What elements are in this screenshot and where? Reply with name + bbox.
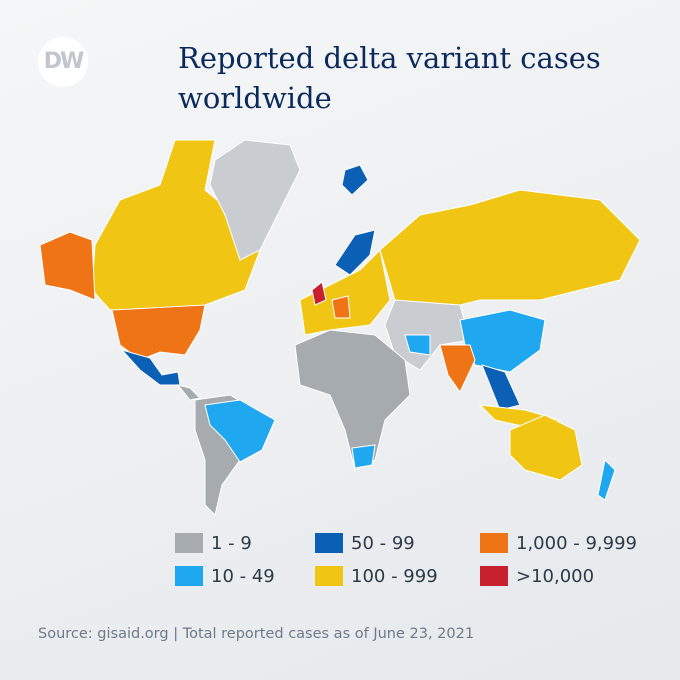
legend-item: 10 - 49 (175, 566, 275, 588)
region (379, 189, 641, 316)
title: Reported delta variant cases worldwide (178, 41, 601, 115)
legend-swatch (175, 566, 203, 586)
legend-label: 1 - 9 (211, 533, 252, 554)
legend-item: >10,000 (480, 566, 594, 588)
legend-label: 1,000 - 9,999 (516, 533, 637, 554)
region (439, 344, 476, 393)
legend-item: 50 - 99 (315, 533, 415, 555)
legend-label: 10 - 49 (211, 566, 275, 587)
region (120, 349, 181, 386)
legend-label: 50 - 99 (351, 533, 415, 554)
legend-swatch (480, 533, 508, 553)
region (311, 281, 327, 306)
logo: DW (38, 37, 88, 87)
legend-label: >10,000 (516, 566, 595, 587)
region (209, 139, 301, 261)
region (597, 458, 616, 501)
region (334, 229, 376, 276)
legend: 1 - 9 10 - 49 50 - 99 100 - 999 1,000 - 9,99… (175, 533, 655, 603)
region (351, 444, 376, 469)
region (294, 329, 411, 471)
legend-label: 100 - 999 (351, 566, 438, 587)
region (341, 164, 369, 196)
source: Source: gisaid.org | Total reported case… (38, 626, 475, 642)
region (299, 248, 391, 336)
region (176, 384, 202, 401)
legend-swatch (315, 566, 343, 586)
legend-item: 100 - 999 (315, 566, 438, 588)
legend-item: 1,000 - 9,999 (480, 533, 637, 555)
legend-item: 1 - 9 (175, 533, 252, 555)
region (39, 231, 96, 301)
legend-swatch (175, 533, 203, 553)
legend-swatch (315, 533, 343, 553)
region (331, 295, 351, 319)
region (481, 364, 521, 411)
region (111, 304, 206, 361)
region (204, 399, 276, 463)
region (404, 334, 431, 356)
region (509, 414, 583, 481)
legend-swatch (480, 566, 508, 586)
